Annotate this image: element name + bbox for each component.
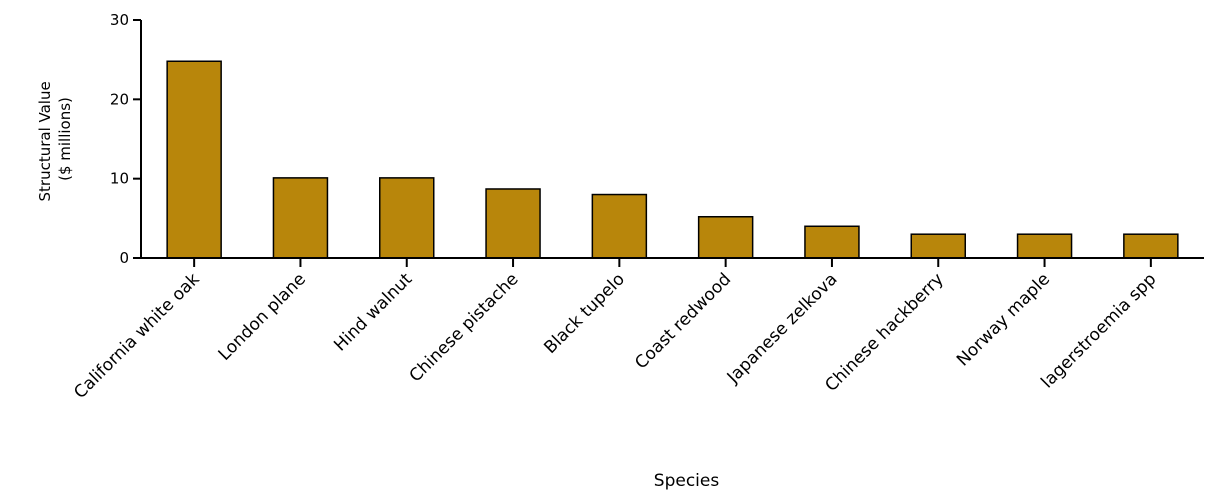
bars-layer [166, 60, 1179, 259]
bar [272, 177, 329, 259]
bar [166, 60, 222, 259]
bar [804, 225, 860, 259]
bar [910, 233, 966, 259]
bar [591, 193, 648, 259]
x-tick-label: Coast redwood [631, 269, 735, 373]
x-axis-title: Species [654, 471, 720, 491]
x-tick-label: Norway maple [953, 269, 1054, 370]
x-tick-label: Chinese hackberry [821, 269, 947, 395]
y-axis-title-line2: ($ millions) [56, 97, 74, 181]
x-tick-label: Chinese pistache [406, 269, 523, 386]
axes-layer [140, 20, 1204, 259]
y-tick-label: 20 [110, 90, 129, 108]
y-tick-label: 0 [119, 249, 129, 267]
x-tick-label: Black tupelo [540, 269, 629, 358]
y-tick-label: 10 [110, 170, 129, 188]
x-tick-label: London plane [215, 269, 310, 364]
bar [485, 188, 541, 259]
y-axis-title-line1: Structural Value [36, 81, 54, 201]
x-tick-label: California white oak [70, 269, 204, 403]
x-tick-label: Japanese zelkova [723, 269, 842, 388]
bar [1016, 233, 1073, 259]
bar [697, 215, 754, 259]
y-axis-title: Structural Value ($ millions) [36, 77, 74, 202]
y-ticks: 0 10 20 30 [110, 11, 141, 267]
bar [1123, 233, 1179, 259]
x-tick-label: lagerstroemia spp [1037, 269, 1160, 392]
y-tick-label: 30 [110, 11, 129, 29]
bar [379, 177, 435, 259]
x-ticks: California white oak London plane Hind wal… [70, 258, 1160, 403]
x-tick-label: Hind walnut [330, 269, 416, 355]
